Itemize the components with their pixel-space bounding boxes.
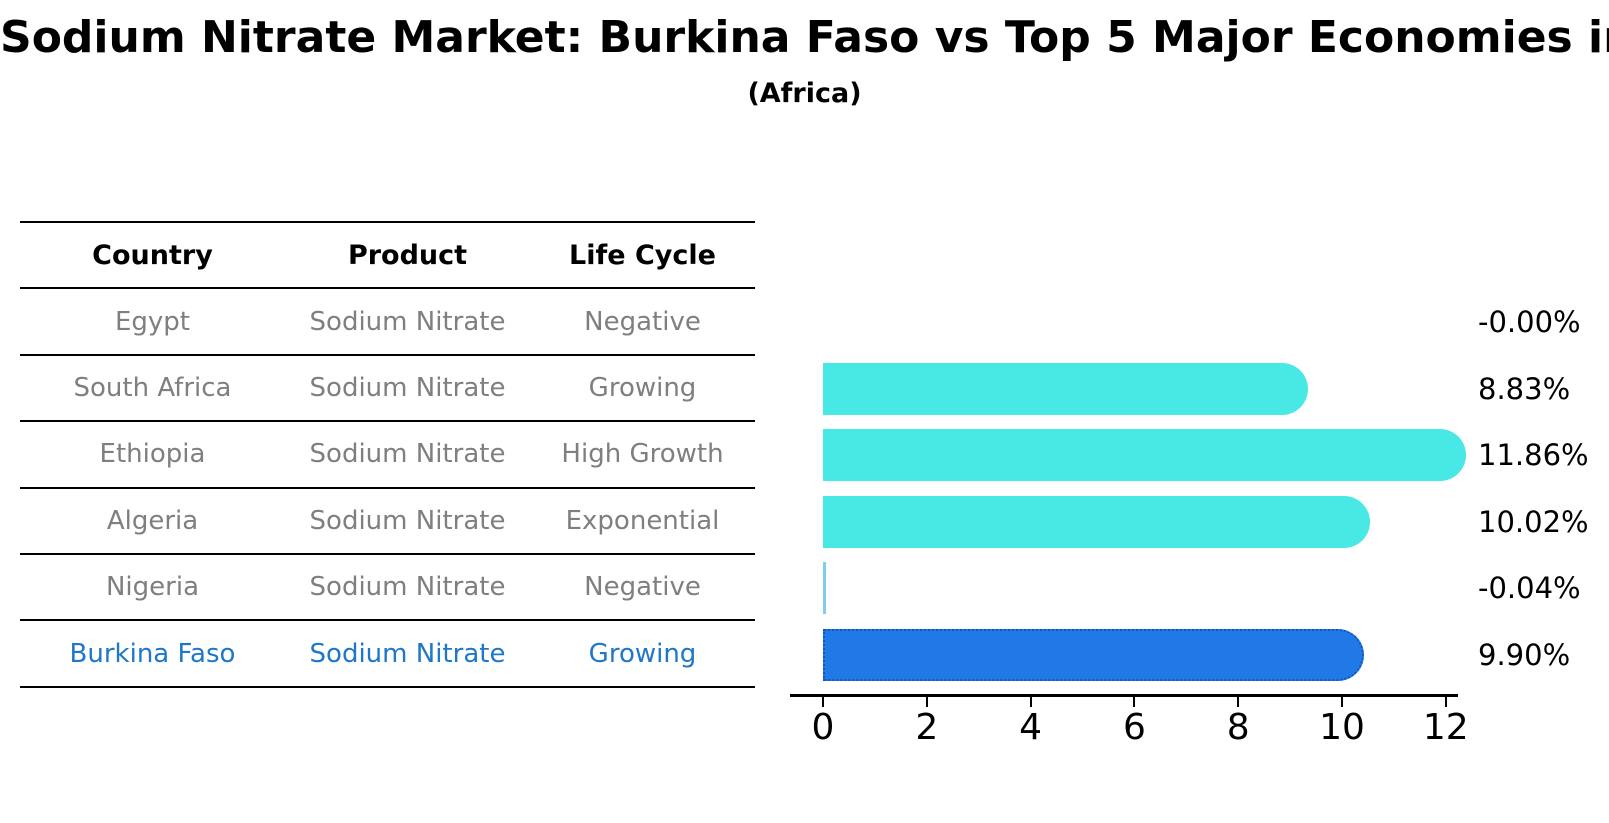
- x-axis-line: [790, 694, 1458, 697]
- cell-product: Sodium Nitrate: [309, 505, 506, 536]
- x-tick-label-6: 6: [1122, 707, 1146, 748]
- cell-country: Egypt: [114, 306, 191, 337]
- table-header-row: Country Product Life Cycle: [20, 223, 755, 290]
- bar-ethiopia: [823, 429, 1466, 481]
- x-tick-label-8: 8: [1226, 707, 1250, 748]
- cell-product: Sodium Nitrate: [309, 638, 506, 669]
- bar-burkina-faso: [823, 628, 1364, 681]
- x-tick-mark-0: [822, 697, 824, 707]
- value-label-ethiopia: 11.86%: [1478, 438, 1589, 472]
- cell-product: Sodium Nitrate: [309, 572, 506, 603]
- bar-algeria: [823, 495, 1371, 548]
- value-label-burkina-faso: 9.90%: [1478, 637, 1571, 672]
- cell-product: Sodium Nitrate: [309, 306, 506, 337]
- header-product: Product: [347, 239, 468, 271]
- chart-title: Sodium Nitrate Market: Burkina Faso vs T…: [0, 12, 1609, 63]
- table-row-algeria: Algeria Sodium Nitrate Exponential: [20, 489, 755, 555]
- cell-life-cycle: High Growth: [561, 439, 724, 470]
- table-row-south-africa: South Africa Sodium Nitrate Growing: [20, 356, 755, 423]
- x-tick-mark-12: [1444, 697, 1447, 707]
- cell-country: South Africa: [73, 372, 232, 403]
- table-row-egypt: Egypt Sodium Nitrate Negative: [20, 289, 755, 356]
- value-label-nigeria: -0.04%: [1478, 571, 1581, 605]
- cell-life-cycle: Exponential: [565, 505, 720, 536]
- x-tick-label-10: 10: [1319, 707, 1365, 748]
- x-tick-label-2: 2: [915, 707, 939, 748]
- cell-country: Algeria: [106, 505, 199, 536]
- cell-country: Nigeria: [105, 572, 200, 603]
- chart-subtitle: (Africa): [747, 78, 862, 109]
- table-row-ethiopia: Ethiopia Sodium Nitrate High Growth: [20, 422, 755, 489]
- cell-life-cycle: Negative: [584, 572, 701, 603]
- table-body: Egypt Sodium Nitrate Negative South Africa S…: [20, 289, 755, 688]
- cell-life-cycle: Negative: [584, 306, 701, 337]
- value-label-egypt: -0.00%: [1478, 305, 1581, 339]
- x-tick-mark-6: [1133, 697, 1136, 707]
- cell-product: Sodium Nitrate: [309, 372, 506, 403]
- header-life-cycle: Life Cycle: [569, 239, 716, 271]
- bar-south-africa: [823, 362, 1309, 415]
- table-row-nigeria: Nigeria Sodium Nitrate Negative: [20, 555, 755, 622]
- x-tick-label-0: 0: [811, 707, 835, 748]
- x-tick-label-4: 4: [1019, 707, 1043, 748]
- value-label-south-africa: 8.83%: [1478, 371, 1571, 406]
- cell-life-cycle: Growing: [588, 372, 697, 403]
- cell-country: Burkina Faso: [69, 638, 236, 669]
- cell-life-cycle: Growing: [588, 638, 697, 669]
- header-country: Country: [92, 239, 213, 271]
- cell-product: Sodium Nitrate: [309, 439, 506, 470]
- x-tick-mark-8: [1237, 697, 1240, 707]
- bar-nigeria: [823, 562, 826, 614]
- table-row-burkina-faso: Burkina Faso Sodium Nitrate Growing: [20, 621, 755, 688]
- x-tick-mark-2: [925, 697, 928, 707]
- x-tick-label-12: 12: [1422, 707, 1469, 748]
- country-table: Country Product Life Cycle Egypt Sodium N…: [20, 221, 755, 688]
- x-tick-mark-10: [1341, 697, 1343, 707]
- cell-country: Ethiopia: [99, 439, 206, 470]
- value-label-algeria: 10.02%: [1478, 504, 1589, 539]
- x-tick-mark-4: [1029, 697, 1032, 707]
